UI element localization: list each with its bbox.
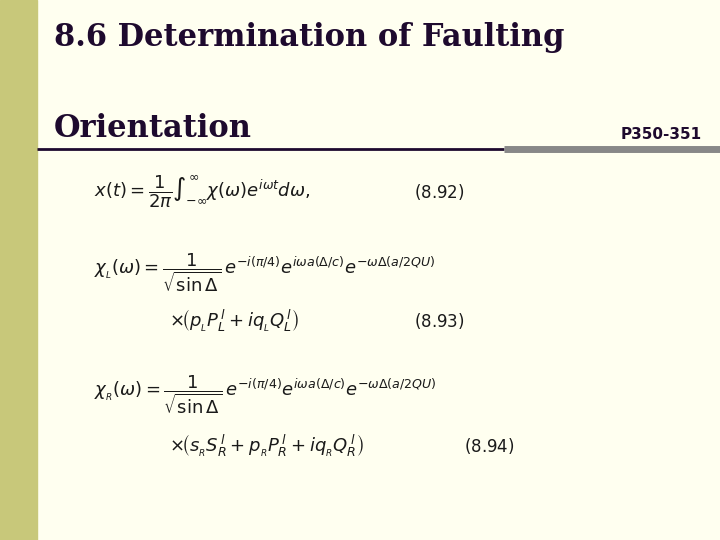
Text: $\times\!\left(p_{_L}P_L^{\,l}+iq_{_L}Q_L^{\,l}\right)$: $\times\!\left(p_{_L}P_L^{\,l}+iq_{_L}Q_… — [169, 308, 299, 334]
Text: 8.6 Determination of Faulting: 8.6 Determination of Faulting — [54, 22, 564, 52]
Text: $\times\!\left(s_{_R}S_R^{\,l}+p_{_R}P_R^{\,l}+iq_{_R}Q_R^{\,l}\right)$: $\times\!\left(s_{_R}S_R^{\,l}+p_{_R}P_R… — [169, 433, 364, 458]
Text: $(8.94)$: $(8.94)$ — [464, 435, 515, 456]
Text: $(8.93)$: $(8.93)$ — [414, 311, 464, 332]
Text: $x(t)=\dfrac{1}{2\pi}\int_{-\infty}^{\infty}\chi(\omega)e^{i\omega t}d\omega,$: $x(t)=\dfrac{1}{2\pi}\int_{-\infty}^{\in… — [94, 173, 310, 210]
Bar — [0, 0, 37, 540]
Text: $(8.92)$: $(8.92)$ — [414, 181, 464, 202]
Text: P350-351: P350-351 — [621, 127, 702, 142]
Text: $\chi_{_R}(\omega)=\dfrac{1}{\sqrt{\sin\Delta}}\,e^{-i(\pi/4)}e^{i\omega a(\Delt: $\chi_{_R}(\omega)=\dfrac{1}{\sqrt{\sin\… — [94, 373, 436, 416]
Text: Orientation: Orientation — [54, 113, 252, 144]
Text: $\chi_{_L}(\omega)=\dfrac{1}{\sqrt{\sin\Delta}}\,e^{-i(\pi/4)}e^{i\omega a(\Delt: $\chi_{_L}(\omega)=\dfrac{1}{\sqrt{\sin\… — [94, 251, 435, 294]
